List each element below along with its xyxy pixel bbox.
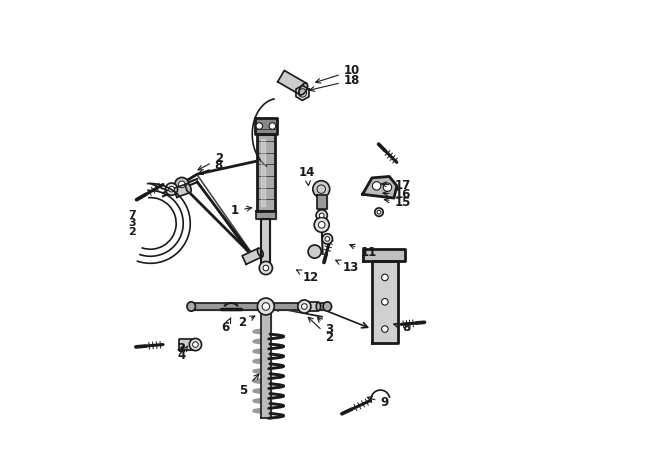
Polygon shape: [255, 118, 277, 134]
Polygon shape: [372, 261, 398, 343]
Polygon shape: [179, 339, 194, 350]
Polygon shape: [363, 249, 405, 261]
Circle shape: [269, 123, 276, 129]
Text: 4: 4: [177, 346, 187, 362]
Circle shape: [302, 304, 307, 309]
Ellipse shape: [186, 184, 191, 193]
Polygon shape: [296, 86, 309, 100]
Polygon shape: [261, 139, 265, 206]
Text: 18: 18: [309, 74, 360, 91]
Circle shape: [313, 180, 330, 198]
Circle shape: [314, 218, 330, 232]
Circle shape: [318, 221, 325, 228]
Polygon shape: [278, 70, 307, 95]
Text: 2: 2: [129, 227, 136, 237]
Text: 15: 15: [384, 196, 411, 209]
Circle shape: [259, 261, 272, 275]
Circle shape: [319, 213, 324, 218]
Text: 2: 2: [177, 342, 185, 355]
Circle shape: [256, 123, 263, 129]
Circle shape: [262, 303, 270, 310]
Circle shape: [372, 181, 381, 190]
Polygon shape: [174, 184, 190, 198]
Text: 10: 10: [316, 64, 360, 83]
Polygon shape: [306, 302, 318, 311]
Polygon shape: [261, 219, 270, 268]
Text: 1: 1: [231, 204, 252, 217]
Circle shape: [375, 208, 383, 217]
Text: 12: 12: [296, 270, 318, 284]
Circle shape: [165, 183, 177, 195]
Polygon shape: [261, 310, 271, 418]
Circle shape: [298, 300, 311, 313]
Text: 14: 14: [299, 166, 315, 186]
Circle shape: [382, 298, 388, 305]
Text: 17: 17: [382, 180, 411, 192]
Circle shape: [382, 274, 388, 281]
Text: 2: 2: [308, 317, 333, 343]
Text: 7: 7: [129, 210, 136, 220]
Text: 16: 16: [383, 188, 411, 201]
Ellipse shape: [192, 339, 196, 350]
Ellipse shape: [317, 302, 320, 311]
Text: 5: 5: [240, 374, 259, 397]
Text: 2: 2: [238, 316, 255, 330]
Polygon shape: [363, 177, 396, 198]
Ellipse shape: [299, 83, 307, 95]
Circle shape: [257, 298, 274, 315]
Circle shape: [316, 210, 328, 221]
Circle shape: [325, 237, 330, 241]
Text: 8: 8: [198, 160, 223, 174]
Text: 13: 13: [335, 260, 359, 274]
Text: 2: 2: [198, 152, 223, 170]
Circle shape: [192, 342, 198, 347]
Circle shape: [189, 338, 202, 351]
Circle shape: [377, 210, 381, 214]
Polygon shape: [191, 303, 328, 310]
Ellipse shape: [257, 248, 263, 257]
Circle shape: [308, 245, 321, 258]
Ellipse shape: [187, 302, 196, 311]
Ellipse shape: [323, 302, 332, 311]
Circle shape: [169, 186, 174, 192]
Polygon shape: [242, 248, 263, 264]
Text: 3: 3: [317, 317, 333, 335]
Text: 9: 9: [367, 396, 389, 409]
Text: 3: 3: [129, 218, 136, 228]
Polygon shape: [255, 211, 276, 219]
Text: 6: 6: [222, 318, 231, 334]
Circle shape: [384, 183, 392, 191]
Circle shape: [382, 326, 388, 332]
Circle shape: [322, 234, 333, 244]
Text: 8: 8: [394, 321, 411, 334]
Circle shape: [263, 265, 268, 271]
Circle shape: [179, 181, 185, 188]
Polygon shape: [317, 195, 327, 209]
Circle shape: [175, 177, 189, 191]
Text: 11: 11: [350, 244, 376, 259]
Polygon shape: [257, 134, 275, 211]
